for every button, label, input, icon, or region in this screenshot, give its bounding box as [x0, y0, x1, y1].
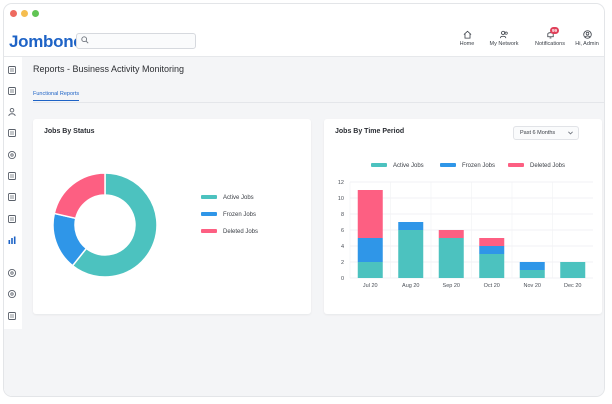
y-tick-label: 12 — [338, 180, 344, 186]
y-tick-label: 10 — [338, 196, 344, 202]
close-window-button[interactable] — [10, 10, 17, 17]
bar-legend-swatch-frozen — [440, 163, 456, 168]
bar-legend-item-frozen: Frozen Jobs — [440, 163, 495, 169]
y-tick-label: 2 — [341, 260, 344, 266]
app-window: Jombone Home My Network 99 Notifications… — [4, 4, 604, 396]
empty-footer-area — [4, 329, 604, 396]
time-period-select-value: Past 6 Months — [520, 130, 556, 136]
bar-active-jobs-oct-20[interactable] — [479, 254, 505, 278]
bar-legend-label-active: Active Jobs — [393, 163, 424, 169]
notification-count-badge: 99 — [550, 27, 560, 34]
jobs-by-status-title: Jobs By Status — [44, 128, 95, 135]
bar-active-jobs-nov-20[interactable] — [519, 270, 545, 278]
jobs-by-time-period-title: Jobs By Time Period — [335, 128, 405, 135]
legend-swatch-frozen — [201, 212, 217, 217]
nav-notifications[interactable]: 99 Notifications — [530, 27, 570, 47]
page-title: Reports - Business Activity Monitoring — [33, 64, 185, 74]
maximize-window-button[interactable] — [32, 10, 39, 17]
jobs-by-time-period-card: Jobs By Time Period Past 6 Months Active… — [324, 119, 602, 314]
bar-active-jobs-aug-20[interactable] — [398, 230, 424, 278]
legend-item-deleted: Deleted Jobs — [201, 229, 258, 235]
bar-legend-item-deleted: Deleted Jobs — [508, 163, 565, 169]
bar-deleted-jobs-oct-20[interactable] — [479, 238, 505, 246]
search-input[interactable] — [93, 35, 193, 48]
bar-deleted-jobs-jul-20[interactable] — [357, 190, 383, 238]
title-bar — [4, 4, 604, 24]
bar-active-jobs-jul-20[interactable] — [357, 262, 383, 278]
legend-swatch-deleted — [201, 229, 217, 234]
bar-frozen-jobs-oct-20[interactable] — [479, 246, 505, 254]
bar-legend-swatch-active — [371, 163, 387, 168]
jobs-by-status-card: Jobs By Status Active Jobs Frozen Jobs D… — [33, 119, 311, 314]
time-period-select[interactable]: Past 6 Months — [513, 126, 579, 140]
search-box[interactable] — [76, 33, 196, 49]
bar-frozen-jobs-jul-20[interactable] — [357, 238, 383, 262]
bar-frozen-jobs-aug-20[interactable] — [398, 222, 424, 230]
search-person-icon[interactable] — [7, 150, 17, 160]
nav-notifications-label: Notifications — [535, 41, 565, 47]
logout-icon[interactable] — [7, 311, 17, 321]
jobs-by-status-donut-chart — [52, 172, 158, 278]
x-tick-label: Aug 20 — [402, 283, 419, 289]
bar-frozen-jobs-nov-20[interactable] — [519, 262, 545, 270]
nav-admin-label: Hi, Admin — [575, 41, 599, 47]
minimize-window-button[interactable] — [21, 10, 28, 17]
bar-active-jobs-dec-20[interactable] — [560, 262, 586, 278]
nav-admin-profile[interactable]: Hi, Admin — [574, 30, 600, 47]
donut-slice-active-jobs[interactable] — [71, 172, 158, 278]
y-tick-label: 6 — [341, 228, 344, 234]
bar-legend-swatch-deleted — [508, 163, 524, 168]
bar-deleted-jobs-sep-20[interactable] — [438, 230, 464, 238]
tab-functional-reports[interactable]: Functional Reports — [33, 91, 80, 101]
bar-legend-label-deleted: Deleted Jobs — [530, 163, 566, 169]
x-tick-label: Dec 20 — [564, 283, 581, 289]
y-tick-label: 0 — [341, 276, 344, 282]
legend-label-deleted: Deleted Jobs — [223, 229, 259, 235]
legend-item-frozen: Frozen Jobs — [201, 212, 256, 218]
y-tick-label: 8 — [341, 212, 344, 218]
home-icon — [463, 30, 471, 39]
x-tick-label: Nov 20 — [524, 283, 541, 289]
nav-home[interactable]: Home — [455, 30, 479, 47]
bar-legend-item-active: Active Jobs — [371, 163, 424, 169]
nav-my-network[interactable]: My Network — [486, 30, 522, 47]
legend-item-active: Active Jobs — [201, 195, 254, 201]
x-tick-label: Jul 20 — [363, 283, 378, 289]
search-icon — [81, 36, 89, 44]
y-tick-label: 4 — [341, 244, 344, 250]
legend-swatch-active — [201, 195, 217, 200]
settings-icon[interactable] — [7, 268, 17, 278]
briefcase-icon[interactable] — [7, 128, 17, 138]
jobs-by-time-period-bar-chart: 0 2 4 6 8 10 12 Jul 20 Aug 20 Sep 20 Oct 20 Nov 20 D… — [338, 180, 593, 289]
nav-home-label: Home — [459, 41, 475, 47]
bar-legend-label-frozen: Frozen Jobs — [462, 163, 496, 169]
legend-label-active: Active Jobs — [223, 195, 254, 201]
dashboard-icon[interactable] — [7, 65, 17, 75]
document-icon[interactable] — [7, 86, 17, 96]
report-icon[interactable] — [7, 171, 17, 181]
top-navigation-bar: Jombone Home My Network 99 Notifications… — [4, 24, 604, 57]
clipboard-icon[interactable] — [7, 214, 17, 224]
bar-chart-icon[interactable] — [7, 235, 17, 245]
bar-active-jobs-sep-20[interactable] — [438, 238, 464, 278]
calendar-icon[interactable] — [7, 192, 17, 202]
user-icon[interactable] — [7, 107, 17, 117]
x-tick-label: Sep 20 — [443, 283, 460, 289]
network-icon — [499, 30, 508, 39]
nav-my-network-label: My Network — [489, 41, 519, 47]
tab-divider — [33, 102, 604, 103]
legend-label-frozen: Frozen Jobs — [223, 212, 257, 218]
user-avatar-icon — [582, 30, 592, 39]
help-icon[interactable] — [7, 289, 17, 299]
brand-logo[interactable]: Jombone — [9, 32, 83, 51]
x-tick-label: Oct 20 — [484, 283, 500, 289]
donut-slice-deleted-jobs[interactable] — [53, 172, 106, 220]
chevron-down-icon — [568, 131, 573, 135]
